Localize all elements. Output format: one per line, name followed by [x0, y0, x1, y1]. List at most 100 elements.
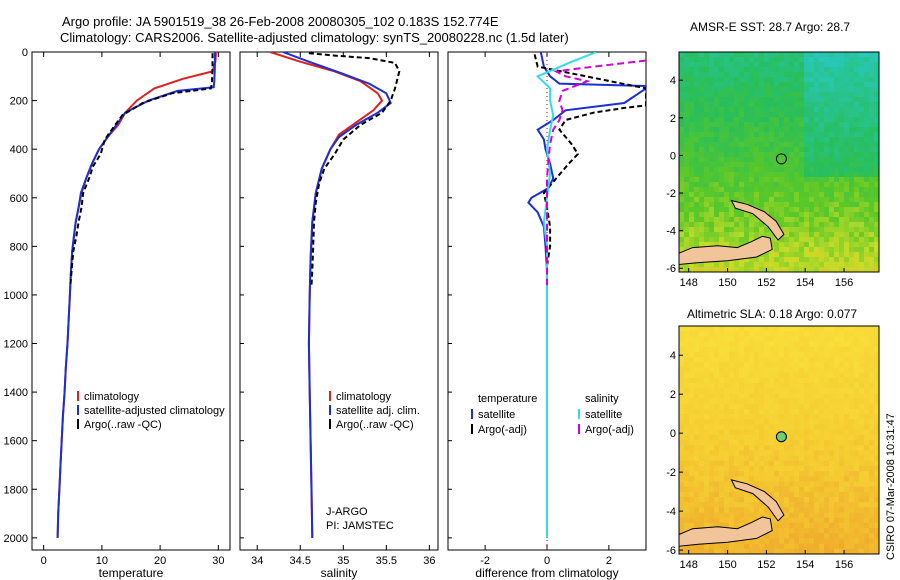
map-cell	[799, 157, 805, 163]
map-cell	[849, 217, 855, 223]
map-cell	[689, 167, 695, 173]
map-cell	[689, 102, 695, 108]
map-cell	[744, 97, 750, 103]
map-cell	[799, 62, 805, 68]
map-cell	[704, 92, 710, 98]
map-cell	[869, 543, 875, 550]
map-cell	[819, 502, 825, 508]
map-cell	[704, 57, 710, 63]
map-cell	[759, 127, 765, 133]
map-cell	[704, 512, 710, 519]
map-cell	[704, 222, 710, 228]
map-cell	[839, 528, 845, 534]
map-cell	[789, 398, 795, 405]
map-cell	[814, 372, 820, 379]
map-cell	[749, 440, 755, 446]
map-cell	[859, 132, 865, 138]
map-cell	[799, 147, 805, 153]
map-cell	[849, 465, 855, 472]
map-cell	[719, 182, 725, 188]
map-cell	[749, 383, 755, 389]
map-cell	[784, 67, 790, 73]
map-cell	[784, 257, 790, 263]
map-cell	[824, 122, 830, 128]
map-cell	[709, 62, 715, 68]
map-cell	[809, 87, 815, 93]
map-cell	[844, 476, 850, 482]
map-cell	[714, 346, 720, 353]
map-cell	[739, 112, 745, 118]
map-cell	[729, 117, 735, 123]
map-cell	[704, 326, 710, 332]
map-cell	[759, 507, 765, 513]
map-cell	[714, 512, 720, 519]
map-cell	[714, 460, 720, 467]
map-cell	[829, 383, 835, 389]
map-cell	[799, 393, 805, 399]
map-cell	[714, 142, 720, 148]
map-cell	[759, 182, 765, 188]
map-cell	[774, 152, 780, 158]
map-cell	[804, 476, 810, 482]
map-cell	[739, 497, 745, 503]
map-cell	[809, 207, 815, 213]
map-cell	[789, 237, 795, 243]
map-cell	[844, 267, 850, 273]
map-cell	[854, 267, 860, 273]
map-cell	[874, 377, 880, 384]
map-cell	[874, 232, 880, 238]
map-cell	[839, 107, 845, 113]
map-cell	[694, 192, 700, 198]
map-cell	[844, 167, 850, 173]
map-cell	[794, 393, 800, 399]
map-cell	[859, 528, 865, 534]
map-cell	[834, 137, 840, 143]
map-cell	[854, 357, 860, 363]
map-cell	[869, 187, 875, 193]
map-cell	[759, 512, 765, 519]
map-cell	[689, 486, 695, 493]
map-cell	[834, 197, 840, 203]
map-cell	[844, 497, 850, 503]
map-cell	[804, 142, 810, 148]
map-cell	[794, 177, 800, 183]
map-cell	[769, 465, 775, 472]
map-cell	[729, 62, 735, 68]
map-cell	[829, 445, 835, 451]
map-cell	[824, 419, 830, 425]
map-cell	[804, 162, 810, 168]
map-cell	[804, 237, 810, 243]
map-cell	[704, 351, 710, 358]
map-cell	[849, 408, 855, 415]
map-cell	[854, 429, 860, 436]
map-cell	[699, 137, 705, 143]
map-cell	[849, 222, 855, 228]
map-cell	[844, 383, 850, 389]
map-cell	[734, 517, 740, 524]
map-cell	[764, 476, 770, 482]
map-cell	[789, 252, 795, 258]
map-cell	[774, 122, 780, 128]
map-cell	[784, 522, 790, 529]
map-cell	[809, 341, 815, 348]
map-cell	[759, 336, 765, 342]
series-line-argo-adj-	[546, 59, 646, 286]
map-cell	[774, 187, 780, 193]
map-cell	[729, 336, 735, 342]
map-cell	[739, 393, 745, 399]
map-cell	[819, 242, 825, 248]
map-cell	[784, 262, 790, 268]
map-cell	[709, 72, 715, 78]
map-cell	[869, 147, 875, 153]
y-tick-label: 2	[670, 113, 676, 125]
map-cell	[734, 92, 740, 98]
map-cell	[804, 491, 810, 498]
map-cell	[809, 192, 815, 198]
map-cell	[749, 57, 755, 63]
map-cell	[804, 440, 810, 446]
map-cell	[689, 192, 695, 198]
map-cell	[724, 434, 730, 441]
map-cell	[824, 336, 830, 342]
map-cell	[789, 267, 795, 273]
map-cell	[684, 222, 690, 228]
